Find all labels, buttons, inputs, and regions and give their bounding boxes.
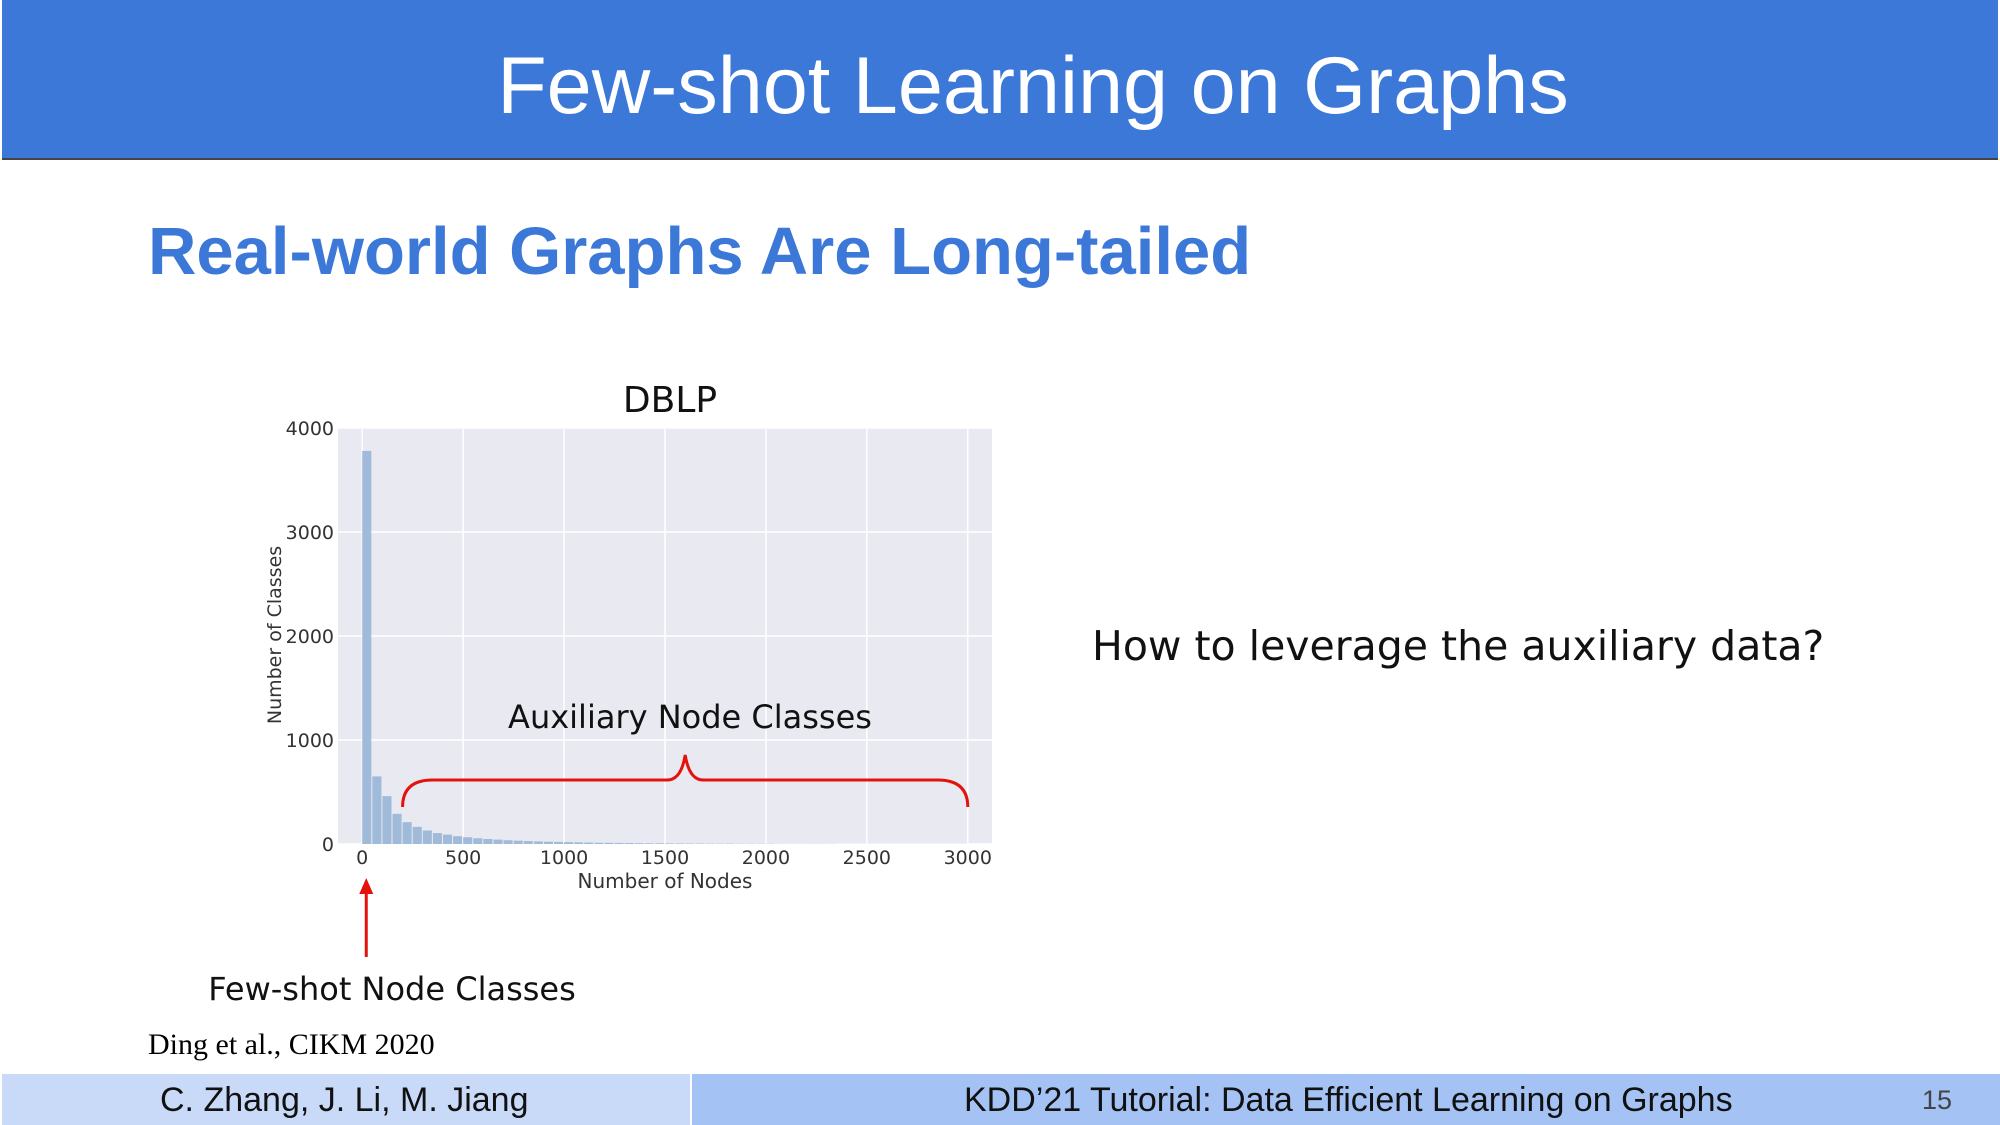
histogram-bar [513, 840, 523, 844]
footer-right-panel [692, 1074, 2000, 1125]
histogram-bar [685, 843, 695, 844]
x-tick-label: 0 [356, 847, 368, 869]
footer-authors: C. Zhang, J. Li, M. Jiang [160, 1081, 529, 1119]
slide-title: Few-shot Learning on Graphs [497, 41, 1569, 131]
auxiliary-node-classes-label: Auxiliary Node Classes [508, 698, 872, 736]
auxiliary-brace [401, 754, 970, 808]
histogram-bar [412, 826, 422, 844]
histogram-bar [624, 843, 634, 844]
histogram-bar [493, 839, 503, 844]
y-tick-label: 2000 [286, 626, 334, 648]
histogram-bar [665, 843, 675, 844]
histogram-bar [574, 842, 584, 844]
histogram-bar [382, 796, 392, 844]
x-tick-label: 500 [445, 847, 481, 869]
few-shot-node-classes-label: Few-shot Node Classes [208, 970, 576, 1008]
histogram-bar [453, 836, 463, 844]
histogram-bar [483, 839, 493, 844]
citation: Ding et al., CIKM 2020 [148, 1028, 435, 1061]
histogram-bar [473, 838, 483, 844]
histogram-bar [675, 843, 685, 844]
footer-left-panel [2, 1074, 690, 1125]
histogram-bar [422, 830, 432, 844]
y-axis-label: Number of Classes [264, 546, 286, 724]
x-tick-label: 2000 [742, 847, 790, 869]
x-tick-label: 1500 [641, 847, 689, 869]
x-tick-label: 3000 [944, 847, 992, 869]
y-tick-labels: 0 1000 2000 3000 4000 [286, 418, 334, 856]
histogram-bar [644, 843, 654, 844]
histogram-bar [372, 776, 382, 844]
x-tick-labels: 0 500 1000 1500 2000 2500 3000 [356, 847, 992, 869]
x-tick-label: 1000 [540, 847, 588, 869]
histogram-bar [432, 833, 442, 844]
y-tick-label: 3000 [286, 522, 334, 544]
histogram-bar [594, 842, 604, 844]
histogram-bar [614, 842, 624, 844]
bars [362, 450, 967, 844]
y-tick-label: 0 [322, 834, 334, 856]
histogram-bar [553, 841, 564, 844]
chart-title: DBLP [623, 380, 717, 421]
y-tick-label: 4000 [286, 418, 334, 440]
histogram-bar [523, 841, 533, 844]
slide-subtitle: Real-world Graphs Are Long-tailed [148, 214, 1252, 289]
title-bar: Few-shot Learning on Graphs [2, 0, 1998, 160]
histogram-bar [634, 843, 644, 844]
histogram-bar [362, 450, 372, 844]
histogram-bar [503, 840, 513, 844]
histogram-bar [543, 841, 553, 844]
histogram-bar [584, 842, 594, 844]
few-shot-arrow-head [359, 878, 374, 894]
x-axis-label: Number of Nodes [578, 869, 753, 893]
histogram-bar [533, 841, 543, 844]
histogram-bar [564, 842, 574, 844]
histogram-bar [463, 837, 473, 844]
histogram-bar [604, 842, 614, 844]
histogram-bar [695, 843, 705, 844]
histogram-bar [442, 834, 453, 844]
x-tick-label: 2500 [843, 847, 891, 869]
page-number: 15 [1922, 1085, 1953, 1115]
question-text: How to leverage the auxiliary data? [1092, 622, 1825, 670]
y-tick-label: 1000 [286, 730, 334, 752]
footer-event-title: KDD’21 Tutorial: Data Efficient Learning… [964, 1081, 1733, 1119]
histogram-bar [654, 843, 664, 844]
histogram-bar [392, 813, 402, 844]
histogram-bar [402, 822, 412, 844]
